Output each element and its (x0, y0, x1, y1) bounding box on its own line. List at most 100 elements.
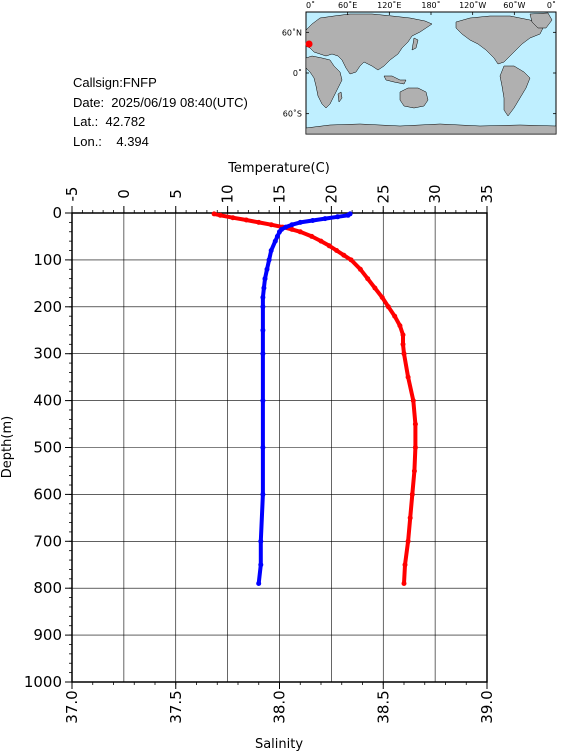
temperature-point (397, 323, 403, 329)
salinity-series (256, 211, 353, 586)
salinity-point (256, 581, 262, 586)
top-tick-label: 5 (167, 189, 185, 199)
top-tick-label: 25 (374, 184, 392, 203)
top-axis-title: Temperature(C) (227, 161, 330, 176)
australia-landmass (399, 87, 429, 109)
map-lon-label: 180˚ (421, 0, 440, 10)
temperature-point (400, 341, 406, 347)
salinity-profile-line (256, 211, 353, 586)
salinity-point (261, 285, 267, 291)
salinity-point (260, 491, 266, 497)
depth-tick-label: 400 (33, 392, 62, 410)
salinity-point (260, 351, 266, 357)
temperature-point (326, 243, 332, 249)
bottom-tick-label: 39.0 (478, 690, 496, 723)
map-lon-label: 60˚W (503, 0, 525, 10)
temperature-point (289, 226, 295, 232)
eurasia-landmass (305, 13, 433, 75)
depth-tick-label: 200 (33, 298, 62, 316)
longitude-text: Lon.: 4.394 (73, 133, 149, 149)
antarctica-landmass (305, 123, 557, 135)
top-tick-label: 35 (478, 184, 496, 203)
depth-tick-label: 700 (33, 532, 62, 550)
temperature-point (243, 217, 249, 223)
temperature-point (348, 257, 354, 263)
map-lon-label: 120˚E (377, 0, 401, 10)
salinity-point (258, 562, 264, 568)
salinity-point (272, 238, 278, 244)
greenland-landmass (529, 12, 553, 29)
callsign-text: Callsign:FNFP (73, 75, 157, 90)
map-lon-label: 120˚W (459, 0, 486, 10)
depth-tick-label: 300 (33, 345, 62, 363)
temperature-point (400, 332, 406, 338)
map-lon-label: 60˚E (338, 0, 357, 10)
salinity-point (322, 216, 328, 222)
south-america-landmass (499, 65, 531, 117)
temperature-point (385, 304, 391, 310)
temperature-point (318, 238, 324, 244)
salinity-point (268, 248, 274, 253)
temperature-series (211, 211, 418, 586)
temperature-point (411, 468, 417, 474)
salinity-point (297, 219, 303, 225)
depth-tick-label: 0 (52, 204, 62, 222)
temperature-point (410, 398, 416, 404)
africa-landmass (305, 55, 343, 109)
salinity-point (274, 233, 280, 239)
latitude-text: Lat.: 42.782 (73, 114, 146, 129)
temperature-point (401, 351, 407, 357)
salinity-point (277, 229, 282, 235)
y-axis-title: Depth(m) (0, 416, 15, 478)
depth-tick-label: 600 (33, 485, 62, 503)
map-lon-label: 0˚ (547, 0, 556, 10)
salinity-point (283, 224, 289, 230)
temperature-point (309, 233, 315, 239)
bottom-axis-title: Salinity (255, 737, 303, 751)
depth-tick-label: 100 (33, 251, 62, 269)
top-tick-label: 20 (322, 184, 340, 203)
temperature-point (407, 515, 413, 521)
madagascar-landmass (337, 91, 343, 103)
salinity-point (260, 398, 266, 404)
salinity-point (266, 257, 272, 263)
salinity-point (262, 276, 268, 282)
station-info: Callsign:FNFP Date: 2025/06/19 08:40(UTC… (73, 73, 248, 151)
temperature-point (405, 538, 411, 544)
salinity-point (260, 445, 266, 450)
temperature-point (412, 421, 418, 427)
bottom-tick-label: 37.5 (167, 690, 185, 723)
temperature-profile-line (212, 211, 418, 586)
station-marker (305, 40, 313, 48)
temperature-point (405, 374, 411, 380)
top-tick-label: -5 (63, 187, 81, 202)
temperature-point (334, 248, 340, 253)
temperature-point (297, 229, 303, 235)
temperature-point (230, 215, 236, 221)
temperature-point (402, 562, 408, 568)
depth-tick-label: 800 (33, 579, 62, 597)
salinity-point (260, 304, 266, 310)
salinity-point (260, 294, 266, 300)
depth-tick-label: 500 (33, 439, 62, 457)
temperature-point (412, 445, 418, 450)
temperature-point (217, 212, 223, 218)
temperature-point (409, 491, 415, 497)
temperature-point (392, 313, 398, 319)
bottom-tick-label: 38.5 (374, 690, 392, 723)
temperature-point (341, 252, 347, 258)
bottom-tick-label: 37.0 (63, 690, 81, 723)
top-tick-label: 15 (271, 184, 289, 203)
depth-tick-label: 900 (33, 626, 62, 644)
bottom-tick-label: 38.0 (271, 690, 289, 723)
map-lat-label: 60˚N (282, 27, 302, 37)
map-land (305, 12, 557, 135)
top-tick-label: 0 (115, 189, 133, 199)
temperature-point (357, 266, 363, 272)
map-lon-label: 0˚ (306, 0, 315, 10)
temperature-point (365, 276, 371, 282)
salinity-point (258, 538, 264, 544)
salinity-point (335, 214, 341, 220)
